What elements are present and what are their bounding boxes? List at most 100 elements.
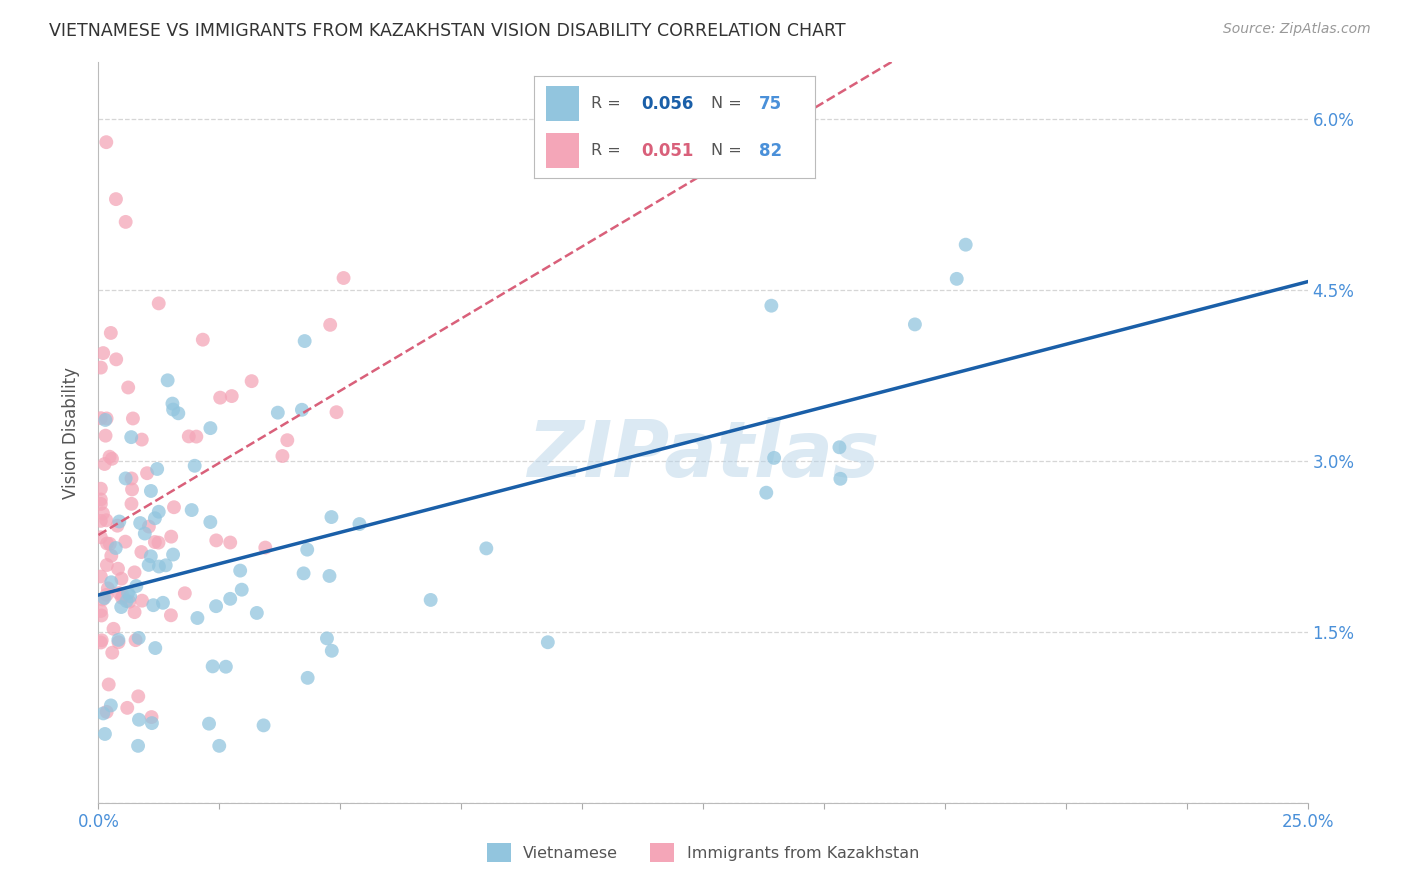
Point	[90, 492, 112, 507]
Point	[90, 569, 112, 583]
Point	[173, 586, 195, 600]
Point	[755, 485, 778, 500]
Text: VIETNAMESE VS IMMIGRANTS FROM KAZAKHSTAN VISION DISABILITY CORRELATION CHART: VIETNAMESE VS IMMIGRANTS FROM KAZAKHSTAN…	[49, 22, 846, 40]
Point	[141, 716, 163, 731]
Point	[240, 374, 263, 388]
Point	[96, 558, 118, 572]
Point	[904, 318, 927, 332]
Point	[91, 507, 114, 521]
Point	[93, 591, 115, 605]
Point	[291, 402, 314, 417]
Point	[90, 530, 112, 544]
Point	[830, 472, 852, 486]
Point	[162, 396, 184, 410]
Point	[105, 352, 128, 367]
Point	[252, 718, 274, 732]
Point	[131, 433, 153, 447]
Point	[96, 536, 118, 550]
Point	[100, 575, 122, 590]
Text: R =: R =	[591, 96, 630, 111]
Point	[96, 513, 118, 527]
Point	[139, 549, 162, 564]
Text: 0.056: 0.056	[641, 95, 693, 112]
Text: 0.051: 0.051	[641, 142, 693, 160]
Point	[121, 497, 143, 511]
Point	[219, 591, 242, 606]
Point	[114, 471, 136, 485]
Point	[201, 659, 224, 673]
Point	[141, 710, 163, 724]
Point	[271, 449, 294, 463]
Point	[297, 542, 319, 557]
Point	[117, 701, 139, 715]
Point	[127, 739, 149, 753]
Point	[90, 497, 112, 511]
Point	[148, 505, 170, 519]
Point	[128, 713, 150, 727]
Point	[183, 458, 205, 473]
Point	[108, 586, 131, 600]
Point	[100, 698, 122, 713]
Point	[120, 430, 142, 444]
Point	[121, 471, 143, 485]
Point	[127, 690, 149, 704]
Point	[537, 635, 560, 649]
Point	[100, 549, 122, 563]
Point	[205, 533, 228, 548]
Point	[205, 599, 228, 614]
Point	[90, 604, 112, 618]
Point	[91, 706, 114, 721]
Point	[121, 483, 143, 497]
Point	[90, 514, 112, 528]
Point	[221, 389, 243, 403]
Point	[319, 318, 342, 332]
Point	[94, 428, 117, 442]
Point	[96, 135, 118, 149]
Point	[177, 429, 200, 443]
Point	[200, 515, 222, 529]
Point	[200, 421, 222, 435]
Point	[138, 519, 160, 533]
Point	[97, 677, 120, 691]
Point	[318, 569, 340, 583]
Point	[945, 272, 967, 286]
Point	[254, 541, 277, 555]
Point	[120, 589, 142, 603]
Point	[955, 237, 977, 252]
Point	[98, 537, 121, 551]
Point	[122, 411, 145, 425]
Point	[143, 535, 166, 549]
Point	[110, 572, 132, 586]
Point	[91, 592, 114, 607]
Point	[108, 515, 131, 529]
Point	[180, 503, 202, 517]
Text: R =: R =	[591, 144, 630, 158]
Point	[143, 641, 166, 656]
Point	[267, 406, 290, 420]
Point	[110, 600, 132, 615]
Point	[101, 646, 124, 660]
Point	[94, 727, 117, 741]
Point	[186, 611, 208, 625]
Point	[90, 411, 112, 425]
Legend: Vietnamese, Immigrants from Kazakhstan: Vietnamese, Immigrants from Kazakhstan	[481, 837, 925, 869]
Point	[208, 739, 231, 753]
Point	[160, 530, 183, 544]
Point	[148, 559, 170, 574]
Point	[107, 632, 129, 647]
Point	[118, 595, 141, 609]
Point	[96, 411, 118, 425]
Point	[105, 518, 128, 533]
Point	[219, 535, 242, 549]
Point	[107, 635, 129, 649]
Point	[148, 535, 170, 549]
Point	[229, 564, 252, 578]
Point	[134, 526, 156, 541]
Point	[114, 215, 136, 229]
Text: N =: N =	[711, 96, 748, 111]
Point	[96, 705, 118, 719]
Point	[321, 510, 343, 524]
Text: Source: ZipAtlas.com: Source: ZipAtlas.com	[1223, 22, 1371, 37]
Point	[124, 605, 146, 619]
Point	[90, 635, 112, 649]
